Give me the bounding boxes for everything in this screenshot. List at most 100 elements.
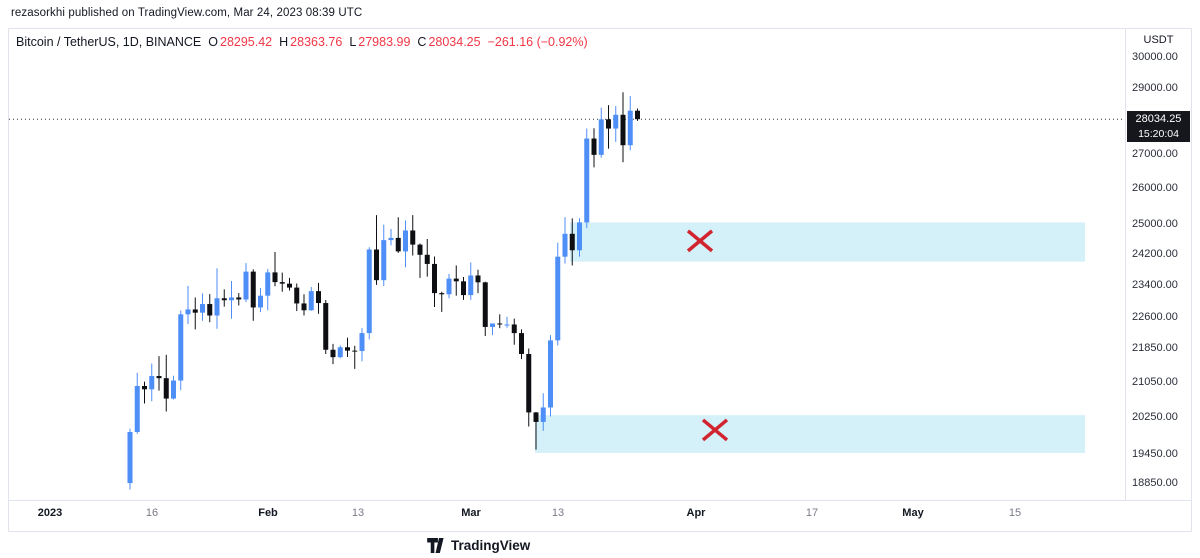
candle-body: [366, 249, 372, 334]
time-label: 13: [351, 507, 365, 519]
cross-mark: [686, 229, 714, 253]
ohlc-label: O: [208, 35, 218, 49]
candle-body: [395, 237, 401, 252]
chart-legend: Bitcoin / TetherUS, 1D, BINANCE O 28295.42…: [16, 35, 588, 49]
candle-body: [207, 304, 213, 316]
candle-body: [374, 249, 379, 281]
candle-body: [504, 324, 510, 326]
candle-body: [294, 287, 300, 304]
price-label: 26000.00: [1132, 182, 1178, 195]
candle-body: [635, 110, 640, 120]
ohlc-label: C: [417, 35, 427, 49]
candle-body: [200, 304, 205, 313]
candle-body: [301, 303, 307, 311]
price-label: 29000.00: [1132, 82, 1178, 95]
ohlc-label: L: [349, 35, 357, 49]
candle-body: [323, 303, 329, 350]
time-label: Feb: [258, 507, 278, 519]
candle-body: [258, 295, 263, 308]
time-label: 17: [805, 507, 819, 519]
candle-body: [192, 309, 198, 313]
tradingview-brand[interactable]: TradingView: [451, 537, 531, 553]
candle-body: [142, 386, 147, 390]
price-label: 23400.00: [1132, 278, 1178, 291]
price-chart[interactable]: Bitcoin / TetherUS, 1D, BINANCE O 28295.42…: [9, 29, 1125, 500]
candle-body: [519, 333, 524, 354]
candle-body: [540, 407, 546, 422]
candle-body: [497, 323, 503, 325]
last-price-badge: 28034.25: [1127, 111, 1190, 128]
candle-body: [265, 272, 271, 296]
candle-body: [229, 297, 234, 301]
price-label: 20250.00: [1132, 411, 1178, 424]
candle-body: [308, 291, 314, 311]
time-label: 15: [1008, 507, 1022, 519]
candle-body: [562, 233, 568, 257]
candle-body: [490, 323, 495, 327]
time-label: May: [902, 507, 924, 519]
candle-body: [272, 272, 278, 283]
candle-body: [627, 110, 633, 146]
candle-body: [388, 237, 394, 241]
candle-body: [236, 297, 242, 300]
price-label: 25000.00: [1132, 218, 1178, 231]
candle-body: [185, 309, 191, 315]
price-label: 19450.00: [1132, 448, 1178, 461]
candle-body: [548, 340, 553, 408]
countdown-badge: 15:20:04: [1127, 127, 1190, 143]
price-label: 27000.00: [1132, 147, 1178, 160]
ohlc-label: H: [279, 35, 289, 49]
price-axis[interactable]: USDT 30000.00 29000.00 27000.00 26000.00 250…: [1125, 29, 1191, 500]
candle-body: [446, 278, 452, 295]
candle-body: [606, 119, 611, 129]
candle-body: [468, 275, 474, 296]
ohlc-values: O 28295.42 H 28363.76 L 27983.99 C 28034.25: [201, 35, 480, 49]
candle-body: [221, 298, 227, 301]
candle-body: [214, 298, 220, 316]
candle-body: [330, 349, 336, 358]
price-label: 21050.00: [1132, 375, 1178, 388]
time-label: 16: [145, 507, 159, 519]
symbol-title: Bitcoin / TetherUS, 1D, BINANCE: [16, 35, 202, 49]
ohlc-value: 27983.99: [358, 35, 411, 49]
candle-body: [410, 230, 416, 245]
candle-body: [417, 244, 423, 255]
cross-mark: [701, 418, 729, 442]
candle-body: [250, 271, 256, 308]
candle-body: [171, 380, 176, 399]
time-label: Mar: [461, 507, 481, 519]
candle-body: [620, 114, 626, 146]
candle-body: [337, 347, 343, 358]
candle-body: [359, 333, 365, 352]
candle-body: [163, 378, 169, 399]
time-label: 2023: [37, 507, 63, 519]
footer: TradingView: [427, 532, 530, 558]
time-axis[interactable]: 2023 16 Feb 13 Mar 13 Apr 17 May 15: [9, 500, 1191, 531]
candle-body: [591, 138, 597, 155]
candle-body: [461, 281, 466, 296]
candle-body: [526, 353, 532, 413]
candle-body: [243, 271, 249, 300]
zone-rect: [570, 222, 1085, 262]
zone-rect: [535, 415, 1085, 453]
ohlc-value: 28295.42: [220, 35, 273, 49]
candle-body: [598, 119, 604, 155]
candle-body: [279, 282, 285, 284]
candle-body: [134, 386, 140, 432]
tradingview-logo-icon: [427, 537, 444, 553]
candle-body: [352, 350, 358, 352]
candle-body: [439, 293, 445, 295]
candle-body: [287, 283, 292, 288]
currency-label: USDT: [1143, 34, 1174, 46]
candle-body: [555, 256, 561, 341]
time-label: Apr: [686, 507, 706, 519]
candle-body: [577, 222, 582, 251]
candlestick-canvas[interactable]: [9, 29, 1125, 500]
ohlc-value: 28034.25: [428, 35, 481, 49]
candle-body: [316, 291, 321, 304]
candle-body: [149, 376, 155, 390]
candle-body: [584, 138, 590, 223]
attribution-text: rezasorkhi published on TradingView.com,…: [11, 7, 363, 19]
change-value: −261.16 (−0.92%): [487, 35, 588, 49]
